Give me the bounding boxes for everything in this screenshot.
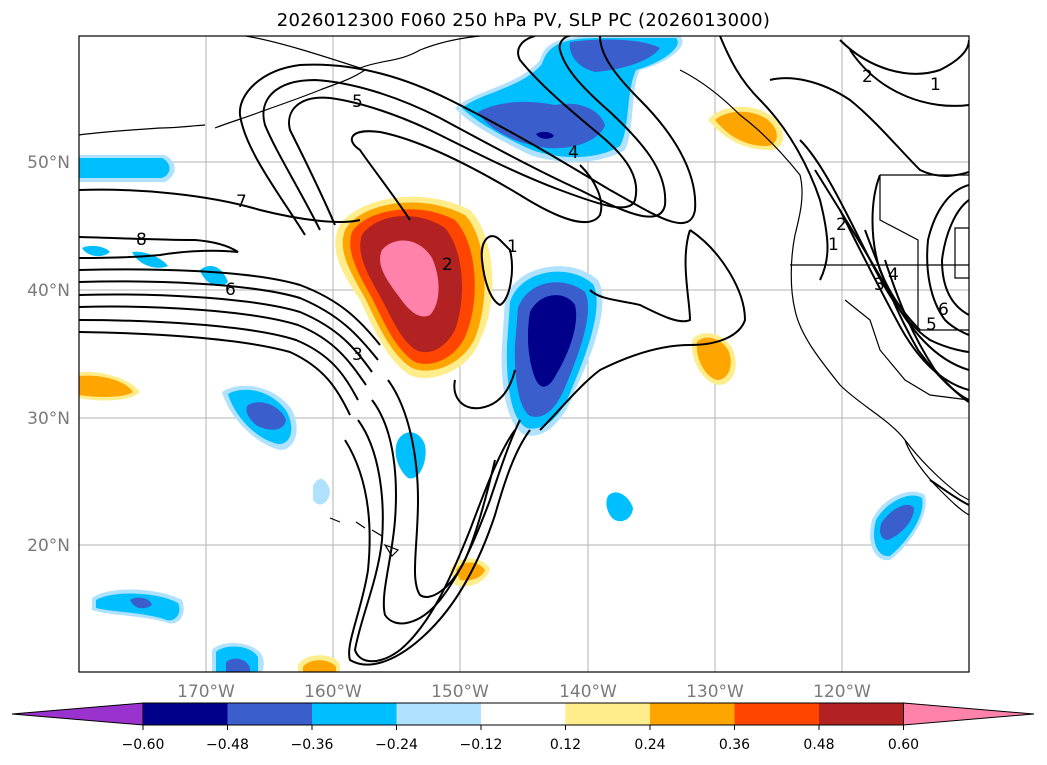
contour-label-7: 7 bbox=[236, 192, 247, 212]
lat-labels: 50°N 40°N 30°N 20°N bbox=[27, 153, 70, 556]
pv-positive-mid-orange bbox=[696, 337, 731, 380]
contour-label-6b: 6 bbox=[938, 300, 949, 320]
contour-label-4b: 4 bbox=[888, 265, 899, 285]
colorbar-tick-label: −0.24 bbox=[375, 737, 418, 753]
lat-label: 40°N bbox=[27, 281, 70, 301]
lon-label: 170°W bbox=[177, 682, 235, 702]
colorbar-extend-high bbox=[903, 702, 1035, 726]
contour-label-3: 3 bbox=[352, 345, 363, 365]
lon-labels: 170°W 160°W 150°W 140°W 130°W 120°W bbox=[177, 682, 871, 702]
colorbar-segment bbox=[312, 703, 397, 725]
lat-label: 20°N bbox=[27, 536, 70, 556]
contour-label-5b: 5 bbox=[926, 315, 937, 335]
colorbar-tick-label: 0.60 bbox=[888, 737, 919, 753]
map-frame bbox=[78, 35, 970, 673]
colorbar-segment bbox=[227, 703, 313, 725]
colorbar-segment bbox=[819, 703, 904, 725]
map-title: 2026012300 F060 250 hPa PV, SLP PC (2026… bbox=[276, 10, 771, 31]
colorbar-tick-label: 0.24 bbox=[634, 737, 665, 753]
contour-label-2c: 2 bbox=[836, 215, 847, 235]
colorbar-segment bbox=[143, 703, 228, 725]
colorbar-segment bbox=[481, 703, 566, 725]
colorbar: −0.60 −0.48 −0.36 −0.24 −0.12 0.12 0.24 0.36 0.4… bbox=[11, 702, 1035, 753]
colorbar-outline bbox=[142, 702, 904, 726]
contour-label-1: 1 bbox=[507, 237, 518, 257]
contour-label-6: 6 bbox=[225, 280, 236, 300]
pv-positive-blob-pink bbox=[380, 240, 439, 317]
contour-label-2b: 2 bbox=[862, 67, 873, 87]
colorbar-segment bbox=[565, 703, 651, 725]
colorbar-tick-label: 0.36 bbox=[719, 737, 750, 753]
contour-label-2: 2 bbox=[442, 255, 453, 275]
colorbar-tick-label: −0.60 bbox=[122, 737, 165, 753]
contour-label-3b: 3 bbox=[874, 275, 885, 295]
lat-label: 50°N bbox=[27, 153, 70, 173]
pv-negative-hawaii-1 bbox=[395, 432, 426, 479]
contour-label-8: 8 bbox=[136, 230, 147, 250]
pv-fill-layer bbox=[79, 36, 926, 672]
lon-label: 160°W bbox=[304, 682, 362, 702]
colorbar-extend-low bbox=[11, 702, 144, 726]
contour-labels: 5 4 7 8 6 3 1 2 2 1 2 3 4 5 6 1 bbox=[136, 67, 949, 365]
colorbar-segment bbox=[650, 703, 735, 725]
lon-label: 120°W bbox=[813, 682, 871, 702]
colorbar-segment bbox=[396, 703, 482, 725]
contour-label-1b: 1 bbox=[828, 235, 839, 255]
colorbar-tick-label: 0.12 bbox=[550, 737, 581, 753]
colorbar-segment bbox=[734, 703, 820, 725]
lat-label: 30°N bbox=[27, 409, 70, 429]
pv-negative-small-1 bbox=[82, 245, 110, 257]
contour-label-1c: 1 bbox=[930, 75, 941, 95]
pv-negative-blob-navy bbox=[527, 295, 577, 387]
pv-positive-bottom-orange bbox=[303, 660, 336, 672]
pv-positive-west-orange bbox=[79, 375, 133, 397]
pv-negative-hawaii-2 bbox=[313, 478, 330, 505]
slp-contours bbox=[79, 36, 969, 666]
colorbar-tick-label: −0.48 bbox=[206, 737, 249, 753]
pv-negative-se-blue bbox=[880, 504, 914, 540]
pv-negative-small-4 bbox=[606, 492, 633, 522]
pv-negative-north-navy bbox=[536, 131, 554, 139]
pv-negative-north-blue2 bbox=[569, 39, 660, 72]
pv-negative-sw-blue bbox=[246, 402, 286, 430]
contour-label-4: 4 bbox=[568, 143, 579, 163]
lon-label: 130°W bbox=[686, 682, 744, 702]
pv-negative-bottom-blue bbox=[226, 658, 250, 672]
colorbar-tick-label: 0.48 bbox=[803, 737, 834, 753]
colorbar-tick-label: −0.36 bbox=[291, 737, 334, 753]
pv-negative-west-strip2 bbox=[79, 158, 170, 178]
pv-negative-bl-blue bbox=[130, 597, 152, 609]
pv-positive-coast-orange bbox=[715, 111, 777, 146]
contour-label-5: 5 bbox=[352, 92, 363, 112]
lon-label: 150°W bbox=[431, 682, 489, 702]
colorbar-tick-label: −0.12 bbox=[460, 737, 503, 753]
lon-label: 140°W bbox=[559, 682, 617, 702]
